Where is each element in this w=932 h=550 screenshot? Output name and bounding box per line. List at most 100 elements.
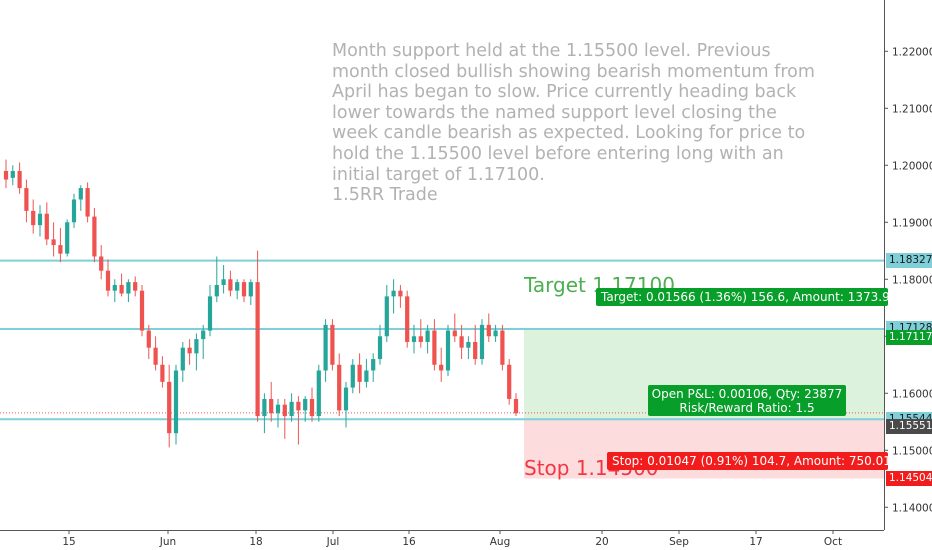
candle-body [241, 282, 247, 297]
candle-body [445, 330, 451, 371]
candle-body [432, 330, 437, 365]
candle-body [330, 324, 335, 365]
candle-body [126, 282, 131, 294]
candle-body [316, 370, 321, 417]
candle-body [24, 188, 29, 211]
y-tick-label: 1.21000 [892, 103, 932, 115]
candle-body [500, 330, 505, 365]
candle-body [207, 296, 213, 331]
candle-body [425, 330, 430, 342]
candle-body [303, 398, 308, 411]
candle-body [146, 330, 151, 348]
x-tick-label: Oct [824, 536, 842, 548]
candle-body [343, 387, 349, 411]
y-tick-label: 1.16000 [892, 388, 932, 400]
candle-body [398, 290, 403, 297]
x-tick-label: 20 [595, 536, 608, 548]
candle-body [479, 324, 485, 360]
candle-body [44, 213, 49, 240]
candle-body [133, 282, 138, 291]
candle-body [262, 398, 267, 417]
price-tag: 1.18327 [886, 253, 932, 269]
annotation-line: hold the 1.15500 level before entering l… [332, 143, 784, 164]
x-tick-label: 16 [402, 536, 416, 548]
candle-body [289, 401, 294, 417]
candle-body [71, 199, 77, 223]
candle-body [248, 282, 253, 297]
candle-body [255, 282, 260, 417]
y-tick-label: 1.19000 [892, 217, 932, 229]
candles [3, 159, 519, 448]
candle-body [350, 364, 355, 388]
candle-body [459, 336, 464, 348]
candle-body [17, 170, 22, 189]
candle-body [439, 364, 444, 371]
candle-body [357, 364, 362, 382]
candle-body [275, 404, 281, 414]
candle-body [337, 364, 342, 411]
y-tick-label: 1.20000 [892, 160, 932, 172]
candle-body [78, 188, 83, 200]
x-tick-label: Sep [669, 536, 689, 548]
y-tick-label: 1.15000 [892, 445, 932, 457]
candle-body [92, 216, 97, 257]
annotation-line: April has began to slow. Price currently… [332, 82, 797, 103]
candle-body [235, 282, 240, 291]
x-tick-label: Jul [326, 536, 340, 548]
candle-body [309, 398, 315, 417]
y-tick-label: 1.14000 [892, 502, 932, 514]
candle-body [139, 290, 145, 331]
candle-body [391, 290, 396, 297]
candle-body [10, 170, 15, 178]
stop-info-box: Stop: 0.01047 (0.91%) 104.7, Amount: 750… [607, 452, 888, 470]
pnl-info-box: Open P&L: 0.00106, Qty: 23877 Risk/Rewar… [648, 385, 846, 416]
candle-body [105, 270, 111, 291]
y-tick-label: 1.18000 [892, 274, 932, 286]
candle-body [364, 370, 369, 382]
candle-body [513, 398, 519, 414]
x-tick-label: 17 [749, 536, 762, 548]
price-tag: 1.14504 [886, 471, 932, 487]
candle-body [160, 364, 165, 382]
pnl-line: Open P&L: 0.00106, Qty: 23877 [651, 387, 843, 401]
candle-body [228, 279, 233, 291]
candle-body [269, 398, 274, 414]
annotation-line: initial target of 1.17100. [332, 164, 545, 185]
candle-body [58, 245, 63, 254]
price-tag: 1.15551 [886, 419, 932, 435]
candle-body [323, 324, 328, 371]
candle-body [99, 256, 104, 271]
candle-body [85, 188, 90, 217]
x-tick-label: 18 [249, 536, 262, 548]
price-tag: 1.17117 [886, 330, 932, 346]
candle-body [411, 336, 417, 342]
x-tick-label: 15 [62, 536, 75, 548]
target-info-box: Target: 0.01566 (1.36%) 156.6, Amount: 1… [596, 288, 888, 306]
candle-body [65, 222, 70, 254]
candle-body [493, 330, 498, 337]
annotation-line: month closed bullish showing bearish mom… [332, 61, 815, 82]
candle-body [153, 347, 158, 365]
candle-body [194, 339, 199, 354]
annotation-line: Month support held at the 1.15500 level.… [332, 41, 771, 61]
candle-body [384, 296, 389, 337]
x-tick-label: Aug [490, 536, 511, 548]
candle-body [51, 239, 56, 246]
candle-body [201, 330, 206, 340]
candle-body [180, 347, 185, 371]
annotation-line: 1.5RR Trade [332, 185, 438, 206]
candle-body [187, 347, 192, 354]
candle-body [221, 279, 226, 285]
candle-body [296, 401, 301, 411]
y-tick-label: 1.22000 [892, 46, 932, 58]
candle-body [37, 213, 43, 226]
candle-body [3, 170, 9, 180]
horizontal-levels [0, 259, 884, 421]
candle-body [405, 296, 410, 342]
candle-body [466, 341, 471, 348]
candle-body [473, 341, 478, 360]
candle-body [119, 284, 124, 294]
annotation-line: week candle bearish as expected. Looking… [332, 123, 806, 144]
candle-body [377, 336, 383, 360]
